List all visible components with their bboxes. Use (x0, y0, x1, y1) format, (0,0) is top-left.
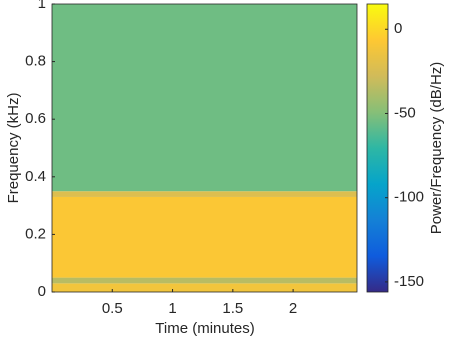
y-tick-label: 0.6 (25, 110, 46, 127)
x-tick-label: 0.5 (102, 300, 123, 317)
colorbar-tick-label: 0 (394, 20, 402, 37)
y-tick-label: 0 (38, 283, 46, 300)
y-axis-label: Frequency (kHz) (5, 93, 22, 204)
colorbar-tick-label: -100 (394, 189, 424, 206)
colorbar-label: Power/Frequency (dB/Hz) (428, 62, 445, 235)
spectrogram-band (52, 196, 357, 278)
axes-box (51, 3, 358, 293)
spectrogram-band (52, 277, 357, 284)
colorbar-tick-label: -150 (394, 273, 424, 290)
x-tick-label: 2 (289, 300, 297, 317)
x-tick-label: 1.5 (222, 300, 243, 317)
spectrogram-band (52, 4, 357, 192)
colorbar (366, 3, 389, 293)
y-tick-label: 0.4 (25, 168, 46, 185)
spectrogram-band (52, 191, 357, 197)
y-tick-label: 1 (38, 0, 46, 12)
x-axis-label: Time (minutes) (155, 320, 254, 337)
spectrogram-band (52, 283, 357, 292)
y-tick-label: 0.2 (25, 225, 46, 242)
y-tick-label: 0.8 (25, 53, 46, 70)
plot-area (52, 4, 357, 292)
x-tick-label: 1 (168, 300, 176, 317)
colorbar-tick-label: -50 (394, 104, 416, 121)
